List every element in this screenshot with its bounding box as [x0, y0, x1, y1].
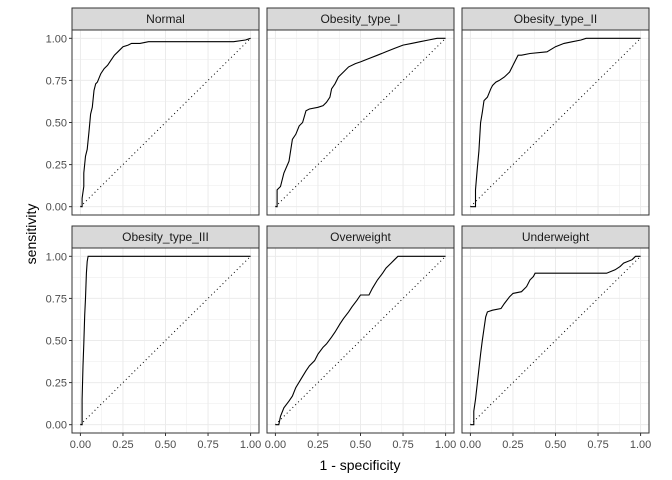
- x-tick-label: 0.75: [197, 439, 218, 451]
- y-tick-label: 0.00: [46, 202, 67, 214]
- panel-overweight: Overweight 0.00 0.25 0.50 0.75 1.00: [265, 225, 456, 451]
- y-tick-label: 0.75: [46, 293, 67, 305]
- roc-curve-line: [275, 37, 446, 208]
- facet-strip-label: Normal: [146, 12, 185, 26]
- y-tick-label: 1.00: [46, 251, 67, 263]
- x-tick-label: 0.50: [155, 439, 176, 451]
- panel-border: [266, 29, 455, 216]
- y-tick-label: 0.00: [46, 420, 67, 432]
- panel-obesity_type_iii: Obesity_type_III 0.00 0.25 0.50 0.75 1.00 0.00…: [46, 225, 261, 451]
- facet-strip-label: Obesity_type_I: [320, 12, 400, 26]
- y-axis-title: sensitivity: [23, 204, 39, 265]
- y-tick-label: 0.50: [46, 118, 67, 130]
- y-tick-label: 0.25: [46, 378, 67, 390]
- panel-border: [461, 29, 650, 216]
- x-tick-label: 0.50: [350, 439, 371, 451]
- roc-curve-line: [470, 255, 641, 426]
- panel-obesity_type_i: Obesity_type_I: [266, 7, 455, 216]
- x-axis-title: 1 - specificity: [320, 457, 401, 473]
- x-tick-label: 0.00: [70, 439, 91, 451]
- facet-strip-label: Overweight: [330, 230, 391, 244]
- roc-curve-line: [80, 255, 251, 426]
- roc-curve-line: [470, 37, 641, 208]
- roc-curve-line: [80, 37, 251, 208]
- x-tick-label: 0.00: [460, 439, 481, 451]
- x-tick-label: 1.00: [240, 439, 261, 451]
- x-tick-label: 1.00: [435, 439, 456, 451]
- x-tick-label: 0.50: [545, 439, 566, 451]
- panel-normal: Normal 0.00 0.25 0.50 0.75 1.00: [46, 7, 260, 216]
- facet-strip-label: Underweight: [522, 230, 590, 244]
- panels-layer: Normal0.000.250.500.751.00Obesity_type_I…: [46, 7, 651, 451]
- x-tick-label: 1.00: [630, 439, 651, 451]
- panel-underweight: Underweight 0.00 0.25 0.50 0.75 1.00: [460, 225, 651, 451]
- facet-strip-label: Obesity_type_III: [122, 230, 209, 244]
- x-tick-label: 0.25: [307, 439, 328, 451]
- roc-curve-line: [275, 255, 446, 426]
- panel-obesity_type_ii: Obesity_type_II: [461, 7, 650, 216]
- y-tick-label: 0.25: [46, 160, 67, 172]
- x-tick-label: 0.25: [502, 439, 523, 451]
- y-tick-label: 0.50: [46, 336, 67, 348]
- facet-strip-label: Obesity_type_II: [514, 12, 597, 26]
- x-tick-label: 0.25: [112, 439, 133, 451]
- y-tick-label: 1.00: [46, 33, 67, 45]
- x-tick-label: 0.75: [392, 439, 413, 451]
- axis-layer: 1 - specificity sensitivity: [23, 204, 400, 473]
- x-tick-label: 0.00: [265, 439, 286, 451]
- x-tick-label: 0.75: [587, 439, 608, 451]
- y-tick-label: 0.75: [46, 75, 67, 87]
